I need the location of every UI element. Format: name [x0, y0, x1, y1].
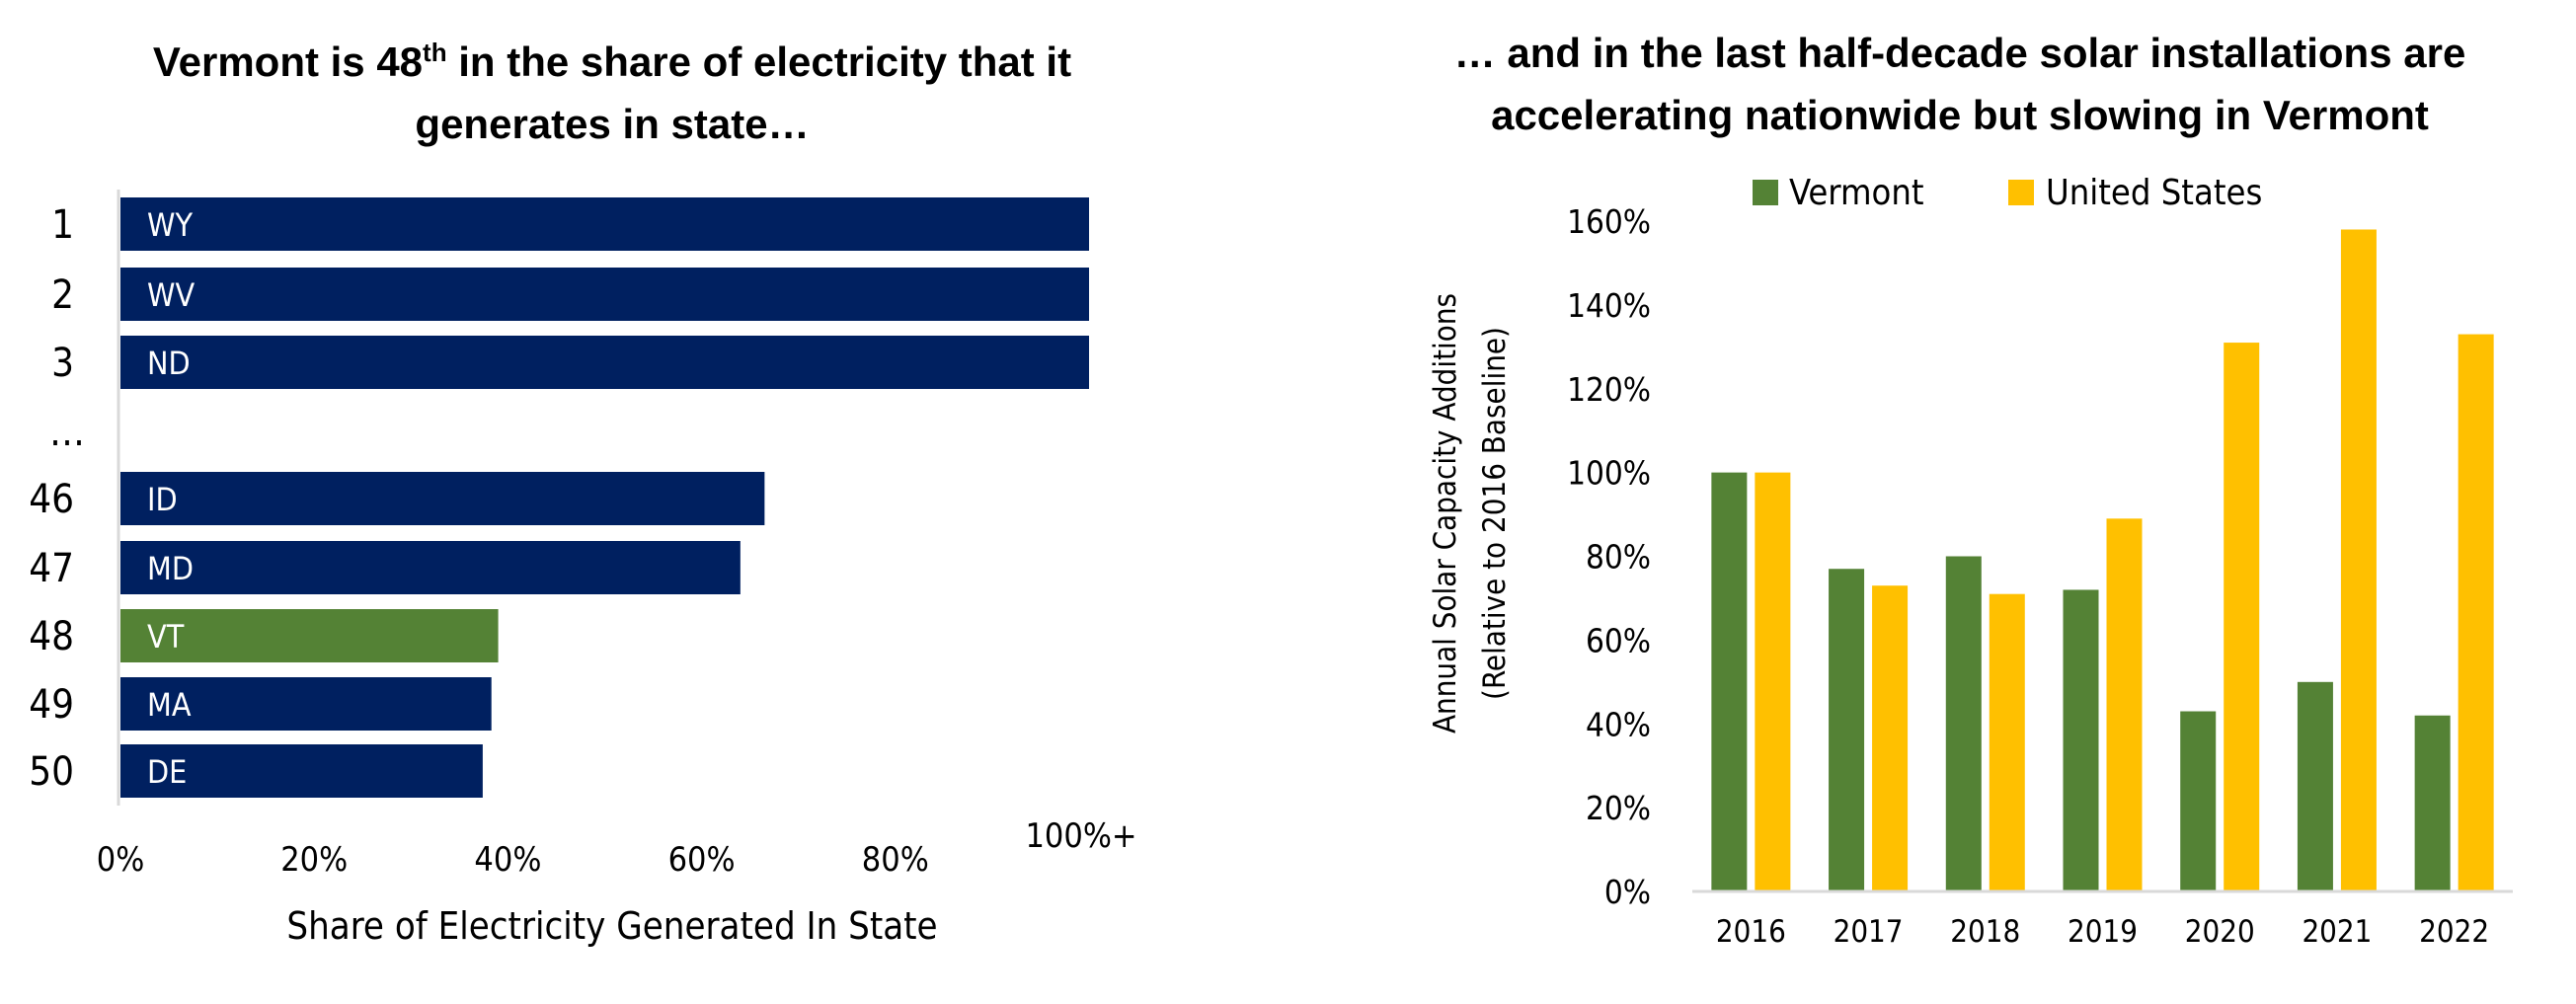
- state-label: ND: [147, 345, 191, 382]
- y-tick-label: 140%: [1567, 286, 1651, 325]
- bar-us-2018: [1989, 593, 2025, 891]
- x-tick-label: 2022: [2419, 914, 2489, 950]
- y-tick-label: 20%: [1586, 789, 1651, 827]
- bar-us-2021: [2340, 229, 2377, 892]
- state-label: WV: [147, 276, 195, 314]
- x-tick-label: 2021: [2302, 914, 2372, 950]
- rank-label: 49: [29, 682, 74, 728]
- right-y-axis-title-line1: Annual Solar Capacity Additions: [1428, 293, 1463, 734]
- rank-label: 50: [29, 749, 74, 795]
- rank-label: 1: [51, 202, 74, 248]
- right-chart-title: … and in the last half-decade solar inst…: [1363, 22, 2557, 146]
- legend-swatch-vermont: [1753, 180, 1778, 205]
- bar-us-2022: [2458, 334, 2494, 891]
- right-title-line2: accelerating nationwide but slowing in V…: [1491, 92, 2429, 138]
- state-label: MD: [147, 550, 194, 587]
- y-tick-label: 120%: [1567, 370, 1651, 409]
- bar-vermont-2019: [2063, 589, 2099, 891]
- rank-label: 46: [29, 477, 74, 522]
- state-label: ID: [147, 481, 178, 518]
- left-title-sup: th: [423, 38, 447, 67]
- bar-ma: [120, 677, 492, 731]
- bar-vt: [120, 609, 499, 662]
- legend-label-vermont: Vermont: [1789, 173, 1924, 213]
- bar-us-2017: [1872, 585, 1909, 891]
- bar-us-2020: [2224, 343, 2260, 892]
- bar-vermont-2022: [2414, 715, 2451, 891]
- bar-vermont-2020: [2180, 711, 2217, 891]
- bar-id: [120, 472, 765, 525]
- x-tick-label: 100%+: [1025, 816, 1136, 856]
- x-tick-label: 0%: [97, 840, 145, 880]
- bar-us-2016: [1755, 472, 1791, 891]
- bar-vermont-2017: [1829, 569, 1865, 891]
- left-chart-title: Vermont is 48th in the share of electric…: [39, 22, 1185, 155]
- right-title-line1: … and in the last half-decade solar inst…: [1453, 30, 2466, 76]
- state-label: DE: [147, 753, 187, 791]
- y-tick-label: 40%: [1586, 705, 1651, 743]
- rank-label: 3: [51, 341, 74, 386]
- x-tick-label: 80%: [862, 840, 929, 880]
- x-tick-label: 2018: [1950, 914, 2020, 950]
- rank-label: 47: [29, 546, 74, 591]
- x-tick-label: 2020: [2185, 914, 2255, 950]
- left-x-axis-title: Share of Electricity Generated In State: [286, 904, 937, 948]
- bar-nd: [120, 336, 1089, 389]
- left-title-text-cont: in the share of electricity that it: [446, 39, 1072, 85]
- left-title-line2: generates in state…: [415, 101, 810, 147]
- legend-label-us: United States: [2046, 173, 2262, 213]
- rank-label: 48: [29, 614, 74, 659]
- bar-de: [120, 744, 483, 798]
- rank-label: 2: [51, 272, 74, 318]
- right-y-axis-title-line2: (Relative to 2016 Baseline): [1477, 327, 1513, 700]
- state-label: VT: [147, 618, 185, 656]
- state-label: MA: [147, 686, 192, 724]
- bar-md: [120, 541, 741, 594]
- bar-wv: [120, 268, 1089, 321]
- x-tick-label: 20%: [280, 840, 348, 880]
- y-tick-label: 160%: [1567, 202, 1651, 241]
- x-tick-label: 2019: [2068, 914, 2138, 950]
- bar-us-2019: [2106, 518, 2143, 891]
- legend-swatch-us: [2008, 180, 2034, 205]
- x-tick-label: 2016: [1716, 914, 1786, 950]
- x-tick-label: 40%: [474, 840, 541, 880]
- y-tick-label: 100%: [1567, 454, 1651, 493]
- bar-vermont-2021: [2297, 681, 2333, 891]
- y-tick-label: 0%: [1604, 873, 1651, 911]
- x-tick-label: 60%: [668, 840, 736, 880]
- left-title-text: Vermont is 48: [152, 39, 424, 85]
- rank-label: …: [49, 410, 85, 455]
- bar-wy: [120, 197, 1089, 251]
- x-tick-label: 2017: [1834, 914, 1904, 950]
- y-tick-label: 60%: [1586, 621, 1651, 659]
- bar-vermont-2018: [1945, 556, 1982, 891]
- state-label: WY: [147, 206, 193, 244]
- y-tick-label: 80%: [1586, 538, 1651, 577]
- bar-vermont-2016: [1711, 472, 1748, 891]
